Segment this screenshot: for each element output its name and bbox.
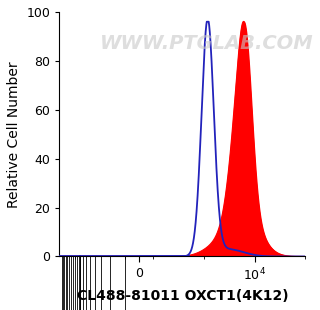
Text: WWW.PTGLAB.COM: WWW.PTGLAB.COM	[100, 34, 314, 53]
X-axis label: CL488-81011 OXCT1(4K12): CL488-81011 OXCT1(4K12)	[76, 289, 288, 303]
Y-axis label: Relative Cell Number: Relative Cell Number	[7, 61, 21, 207]
